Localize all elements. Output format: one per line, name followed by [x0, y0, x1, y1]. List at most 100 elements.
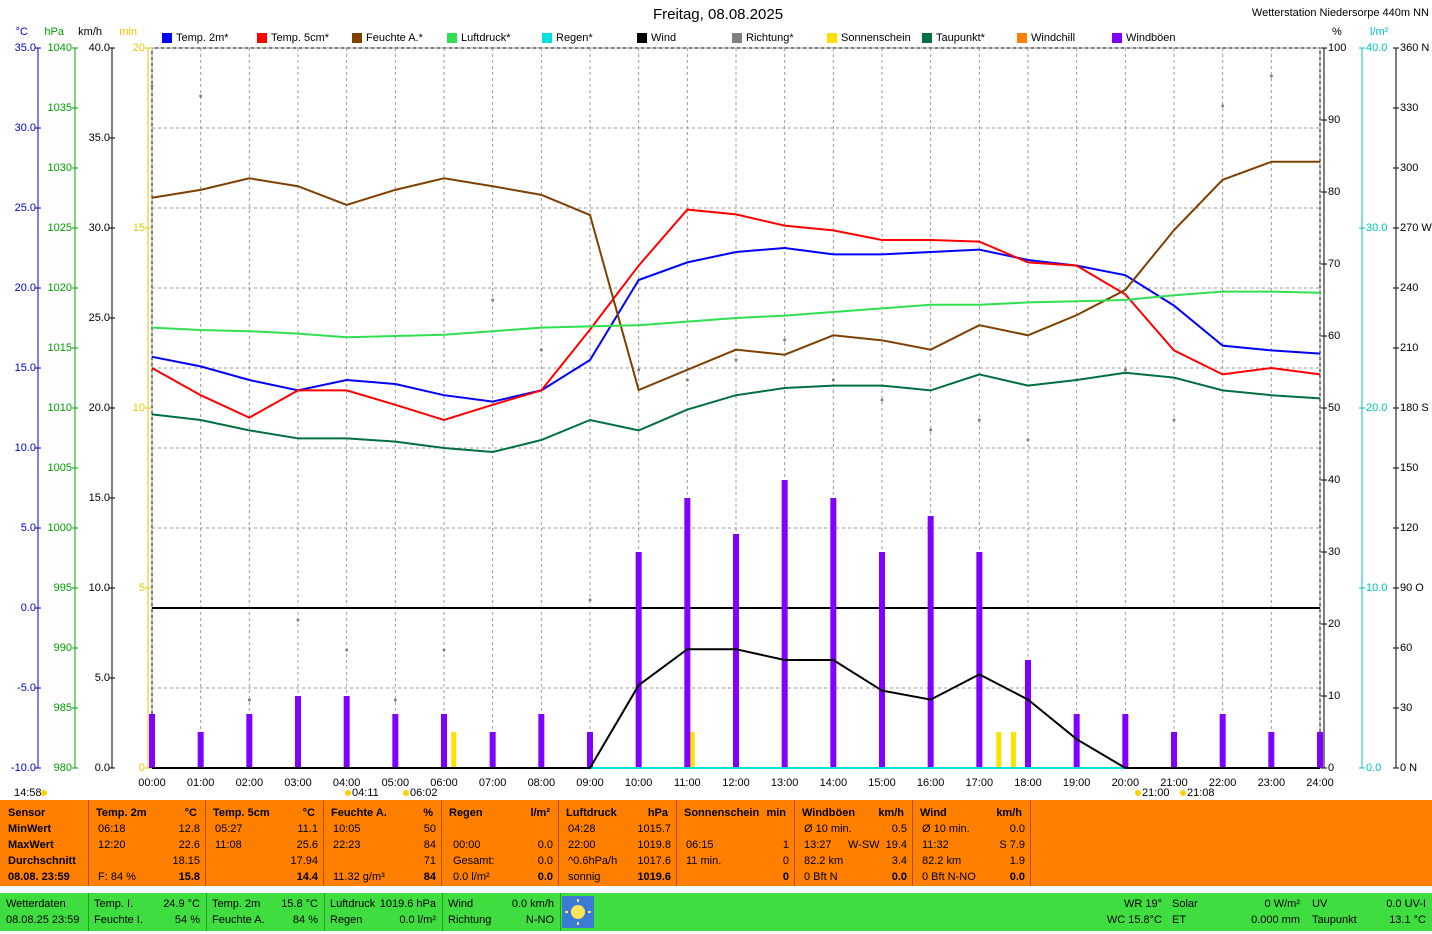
- direction-point: [296, 618, 300, 622]
- stats-value: 0.0: [537, 871, 553, 883]
- y-tick-label: 25.0: [89, 312, 110, 324]
- direction-point: [783, 338, 787, 342]
- stats-time: 11 min.: [686, 855, 722, 867]
- direction-point: [1123, 368, 1127, 372]
- stats-row: 0.0 l/m² 0.0: [441, 869, 558, 885]
- y-tick-label: 30.0: [1366, 222, 1387, 234]
- status-label: Temp. 2m: [212, 898, 261, 910]
- y-tick-label: 240: [1400, 282, 1418, 294]
- y-tick-label: 1030: [48, 162, 72, 174]
- sun-icon: [41, 790, 47, 796]
- x-tick-label: 20:00: [1112, 777, 1140, 789]
- status-label: Wetterdaten: [6, 898, 66, 910]
- stats-value: 84: [423, 871, 436, 883]
- status-value: 13.1 °C: [1389, 914, 1426, 926]
- stats-row: Feuchte A.%: [323, 805, 441, 821]
- status-value: 24.9 °C: [163, 898, 200, 910]
- direction-point: [150, 84, 154, 88]
- bar: [927, 516, 934, 768]
- chart-title: Freitag, 08.08.2025: [653, 6, 783, 23]
- y-tick-label: 40: [1328, 474, 1340, 486]
- status-label: UV: [1312, 898, 1328, 910]
- stats-header: Sonnenschein: [684, 807, 760, 819]
- y-tick-label: 35.0: [15, 42, 36, 54]
- legend-swatch: [922, 33, 932, 43]
- y-tick-label: 1025: [48, 222, 72, 234]
- sun-time: 06:02: [410, 787, 438, 799]
- status-row: WC 15.8°C: [1096, 912, 1166, 928]
- series-line: [151, 246, 1321, 403]
- status-value: 1019.6 hPa: [379, 898, 436, 910]
- status-label: Temp. I.: [94, 898, 134, 910]
- legend-label: Windböen: [1126, 32, 1176, 44]
- stats-time: 0.0 l/m²: [453, 871, 490, 883]
- status-value: 0.0 UV-I: [1386, 898, 1426, 910]
- stats-time: 22:23: [333, 839, 361, 851]
- direction-point: [1269, 74, 1273, 78]
- status-row: UV 0.0 UV-I: [1306, 896, 1432, 912]
- x-tick-label: 08:00: [528, 777, 556, 789]
- status-row: Feuchte A. 84 %: [206, 912, 324, 928]
- stats-value: 1.9: [1009, 855, 1025, 867]
- legend-swatch: [257, 33, 267, 43]
- stats-unit: °C: [184, 807, 197, 819]
- status-row: Temp. 2m 15.8 °C: [206, 896, 324, 912]
- direction-point: [199, 94, 203, 98]
- stats-row: 10:05 50: [323, 821, 441, 837]
- status-row: Richtung N-NO: [442, 912, 560, 928]
- status-row: Temp. I. 24.9 °C: [88, 896, 206, 912]
- stats-time: 11:08: [215, 839, 242, 851]
- stats-value: 0: [782, 871, 789, 883]
- y-tick-label: 60: [1328, 330, 1340, 342]
- stats-header: Wind: [920, 807, 947, 819]
- stats-row: 06:18 12.8: [88, 821, 205, 837]
- status-row: Taupunkt 13.1 °C: [1306, 912, 1432, 928]
- stats-value: 0.0: [1009, 823, 1025, 835]
- y-tick-label: 270 W: [1400, 222, 1432, 234]
- status-row: Wetterdaten: [0, 896, 88, 912]
- status-row: Luftdruck 1019.6 hPa: [324, 896, 442, 912]
- bar: [684, 498, 691, 768]
- status-row: WR 19°: [1096, 896, 1166, 912]
- legend-label: Luftdruck*: [461, 32, 511, 44]
- stats-time: sonnig: [568, 871, 601, 883]
- legend-label: Feuchte A.*: [366, 32, 424, 44]
- stats-header: Sensor: [8, 807, 46, 819]
- y-tick-label: 360 N: [1400, 42, 1429, 54]
- y-tick-label: 1015: [48, 342, 72, 354]
- stats-row: Regen l/m²: [441, 805, 558, 821]
- y-tick-label: 70: [1328, 258, 1340, 270]
- sun-time: 21:08: [1187, 787, 1215, 799]
- y-tick-label: 15.0: [15, 362, 36, 374]
- y-tick-label: 40.0: [1366, 42, 1387, 54]
- bar: [587, 732, 593, 768]
- status-label: Feuchte I.: [94, 914, 143, 926]
- bar: [149, 714, 155, 768]
- stats-row: 11.32 g/m³ 84: [323, 869, 441, 885]
- stats-row: MaxWert: [0, 837, 88, 853]
- stats-row: 11:32 S 7.9: [912, 837, 1030, 853]
- bar: [246, 714, 253, 768]
- y-tick-label: 1000: [48, 522, 72, 534]
- stats-time: F: 84 %: [98, 871, 136, 883]
- y-tick-label: -10.0: [11, 762, 36, 774]
- y-tick-label: 1035: [48, 102, 72, 114]
- axis-unit: min: [119, 26, 137, 38]
- x-tick-label: 06:00: [430, 777, 458, 789]
- stats-row: sonnig 1019.6: [558, 869, 676, 885]
- stats-value: 22.6: [178, 839, 200, 851]
- x-tick-label: 00:00: [138, 777, 166, 789]
- stats-row: 22:00 1019.8: [558, 837, 676, 853]
- status-value: N-NO: [525, 914, 554, 926]
- stats-row: Sonnenschein min: [676, 805, 794, 821]
- y-tick-label: 80: [1328, 186, 1340, 198]
- y-tick-label: 90: [1328, 114, 1340, 126]
- stats-time: 10:05: [333, 823, 361, 835]
- stats-value: 71: [423, 855, 436, 867]
- direction-point: [393, 698, 397, 702]
- y-tick-label: 1040: [48, 42, 72, 54]
- stats-block: Sensor MinWert MaxWert Durchschnitt 08.08. 2…: [0, 800, 89, 886]
- stats-time: 13:27: [804, 839, 832, 851]
- stats-row: 13:27 W-SW 19.4: [794, 837, 912, 853]
- stats-row: Wind km/h: [912, 805, 1030, 821]
